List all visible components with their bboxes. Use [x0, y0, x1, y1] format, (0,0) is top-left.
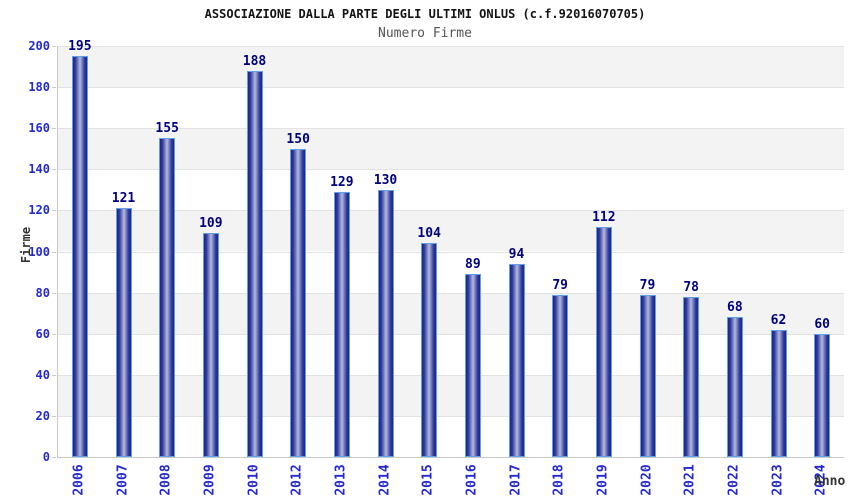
y-tick-label: 200 — [28, 39, 50, 53]
y-tick-mark — [52, 374, 56, 376]
gridline — [58, 128, 844, 130]
bar-value-label: 109 — [199, 216, 223, 231]
gridline — [58, 251, 844, 253]
y-tick-mark — [52, 415, 56, 417]
y-tick-label: 180 — [28, 80, 50, 95]
grid-band — [58, 292, 844, 334]
grid-band — [58, 374, 844, 416]
bar — [71, 56, 88, 457]
bar-value-label: 62 — [770, 312, 787, 328]
gridline — [58, 169, 844, 171]
bar-value-label: 121 — [111, 191, 136, 207]
x-tick-label: 2022 — [726, 464, 742, 496]
y-tick-mark — [52, 46, 56, 47]
y-tick-mark — [52, 251, 56, 253]
bar-value-label: 94 — [508, 246, 525, 262]
bar-value-label: 129 — [330, 174, 354, 190]
bar — [726, 317, 743, 457]
gridline — [58, 46, 844, 47]
bar — [639, 294, 656, 457]
bar — [552, 294, 569, 457]
bar — [159, 138, 176, 457]
bar — [683, 296, 700, 457]
bar-value-label: 155 — [155, 121, 179, 137]
bar-value-label: 130 — [373, 172, 398, 188]
bar-value-label: 60 — [814, 316, 830, 332]
bar — [814, 333, 831, 457]
y-tick-mark — [52, 333, 56, 335]
bar-value-label: 89 — [465, 257, 481, 273]
x-tick-label: 2016 — [464, 464, 480, 496]
grid-band — [58, 46, 844, 88]
bar — [115, 208, 132, 457]
x-tick-label: 2019 — [595, 464, 611, 496]
x-tick-label: 2014 — [377, 464, 392, 496]
y-tick-label: 20 — [35, 408, 50, 423]
bar-value-label: 188 — [242, 53, 267, 69]
gridline — [58, 210, 844, 212]
chart-subtitle: Numero Firme — [378, 26, 472, 41]
y-tick-mark — [52, 169, 56, 171]
y-tick-mark — [52, 128, 56, 130]
bar-value-label: 112 — [592, 209, 616, 225]
bar — [333, 191, 350, 457]
y-tick-mark — [52, 457, 56, 458]
y-tick-mark — [52, 87, 56, 89]
x-tick-label: 2017 — [508, 464, 523, 496]
y-tick-label: 40 — [35, 367, 50, 382]
plot-area: 195 121 155 109 188 150 129 130 104 89 94 79 112 79 78… — [57, 39, 844, 458]
x-tick-label: 2008 — [158, 464, 174, 496]
x-tick-label: 2020 — [639, 464, 654, 496]
bar-value-label: 195 — [68, 39, 92, 55]
bar — [290, 148, 307, 457]
x-tick-label: 2013 — [333, 464, 349, 496]
x-tick-label: 2010 — [246, 464, 261, 496]
bar — [508, 263, 525, 457]
x-tick-label: 2007 — [115, 464, 130, 496]
gridline — [58, 87, 844, 89]
x-tick-label: 2012 — [289, 464, 305, 496]
grid-band — [58, 210, 844, 252]
bar-value-label: 79 — [552, 277, 568, 293]
y-tick-label: 140 — [28, 162, 50, 177]
gridline — [58, 415, 844, 417]
bar-value-label: 78 — [683, 279, 699, 295]
bar — [246, 70, 263, 457]
bar-value-label: 68 — [727, 300, 743, 316]
x-tick-label: 2009 — [202, 464, 218, 496]
bar — [377, 189, 394, 457]
bar — [202, 233, 219, 457]
y-tick-label: 120 — [28, 203, 50, 218]
bar — [595, 226, 612, 457]
y-tick-mark — [52, 210, 56, 212]
bar-value-label: 150 — [286, 131, 310, 147]
gridline — [58, 292, 844, 294]
x-tick-label: 2006 — [71, 464, 87, 496]
grid-band — [58, 128, 844, 170]
y-tick-mark — [52, 292, 56, 294]
gridline — [58, 374, 844, 376]
x-axis-title: Anno — [814, 474, 846, 489]
y-tick-label: 60 — [35, 326, 50, 341]
bar — [464, 274, 481, 457]
bar-value-label: 104 — [417, 226, 441, 242]
x-tick-label: 2021 — [682, 464, 698, 496]
bar-value-label: 79 — [639, 277, 656, 293]
y-tick-label: 80 — [35, 285, 50, 300]
x-tick-label: 2023 — [770, 464, 785, 496]
y-tick-label: 160 — [28, 121, 50, 136]
bar — [770, 329, 787, 457]
gridline — [58, 333, 844, 335]
bar — [421, 243, 438, 457]
x-tick-label: 2015 — [420, 464, 436, 496]
y-tick-label: 100 — [28, 244, 50, 259]
x-tick-label: 2018 — [551, 464, 567, 496]
y-tick-label: 0 — [42, 450, 50, 464]
chart-title: ASSOCIAZIONE DALLA PARTE DEGLI ULTIMI ON… — [204, 7, 646, 21]
